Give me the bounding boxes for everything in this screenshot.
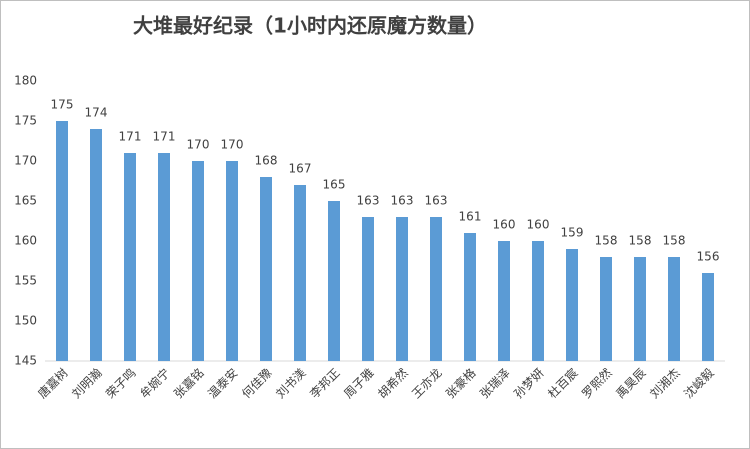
bar	[532, 241, 544, 361]
bar	[362, 217, 374, 361]
data-label: 161	[459, 210, 482, 224]
y-tick-label: 145	[14, 354, 37, 368]
bar	[634, 257, 646, 361]
data-label: 159	[561, 226, 584, 240]
y-tick-label: 150	[14, 314, 37, 328]
y-tick-label: 170	[14, 154, 37, 168]
bar	[328, 201, 340, 361]
bar	[600, 257, 612, 361]
data-label: 163	[391, 194, 414, 208]
data-label: 165	[323, 178, 346, 192]
bar	[226, 161, 238, 361]
y-tick-label: 155	[14, 274, 37, 288]
bar	[56, 121, 68, 361]
bar	[668, 257, 680, 361]
data-label: 168	[255, 154, 278, 168]
data-label: 167	[289, 162, 312, 176]
data-label: 171	[119, 130, 142, 144]
data-label: 171	[153, 130, 176, 144]
bar	[396, 217, 408, 361]
data-label: 175	[51, 98, 74, 112]
bar	[294, 185, 306, 361]
data-label: 156	[697, 250, 720, 264]
y-tick-label: 160	[14, 234, 37, 248]
bar	[192, 161, 204, 361]
data-label: 163	[425, 194, 448, 208]
bar	[124, 153, 136, 361]
bar	[260, 177, 272, 361]
bar	[498, 241, 510, 361]
bar	[90, 129, 102, 361]
bar	[158, 153, 170, 361]
data-label: 174	[85, 106, 108, 120]
data-label: 158	[663, 234, 686, 248]
data-label: 158	[629, 234, 652, 248]
data-label: 170	[187, 138, 210, 152]
data-label: 163	[357, 194, 380, 208]
data-label: 158	[595, 234, 618, 248]
bar	[464, 233, 476, 361]
y-tick-label: 180	[14, 74, 37, 88]
bar	[430, 217, 442, 361]
bar	[566, 249, 578, 361]
bar	[702, 273, 714, 361]
data-label: 170	[221, 138, 244, 152]
y-tick-label: 165	[14, 194, 37, 208]
data-label: 160	[493, 218, 516, 232]
chart-title: 大堆最好纪录（1小时内还原魔方数量）	[133, 14, 487, 38]
y-tick-label: 175	[14, 114, 37, 128]
data-label: 160	[527, 218, 550, 232]
